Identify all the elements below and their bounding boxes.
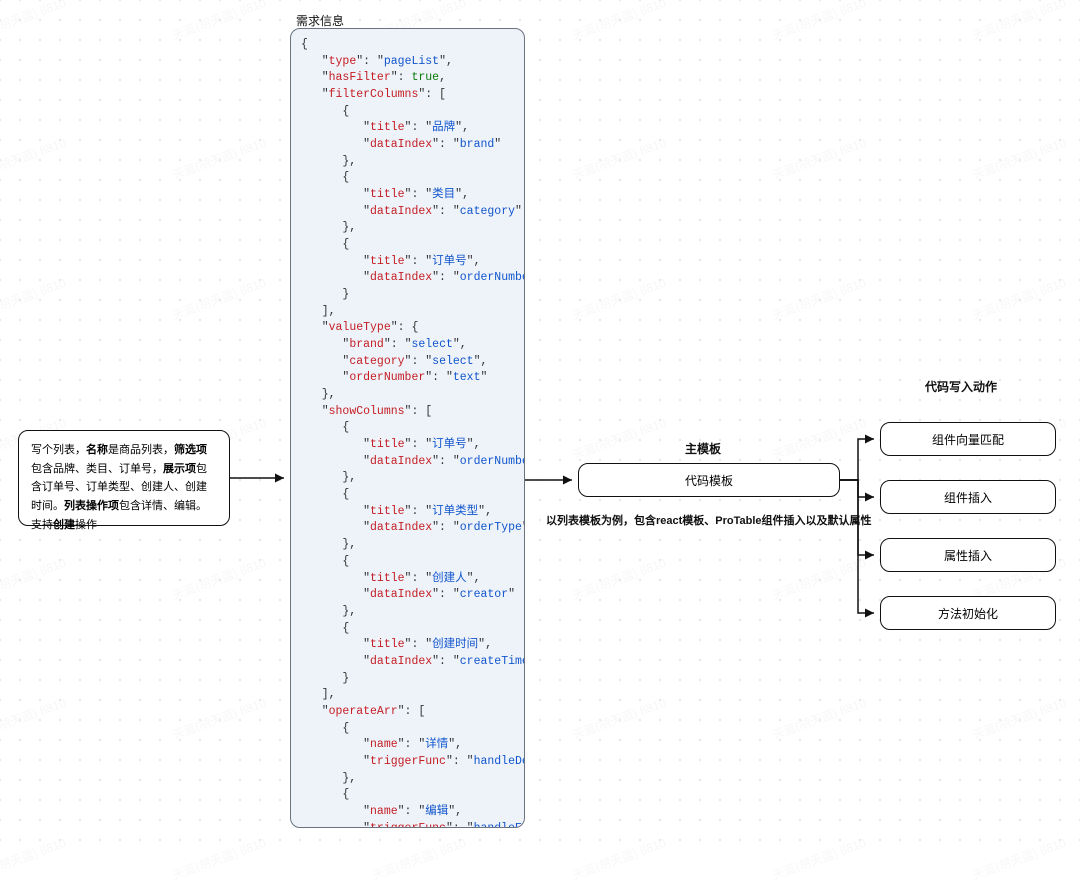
actions-title-label: 代码写入动作 xyxy=(925,378,997,395)
action-node: 属性插入 xyxy=(880,538,1056,572)
json-title-label: 需求信息 xyxy=(296,12,344,29)
template-caption: 以列表模板为例，包含react模板、ProTable组件插入以及默认属性 xyxy=(546,512,872,528)
code-template-label: 代码模板 xyxy=(685,472,733,489)
requirements-description-node: 写个列表，名称是商品列表，筛选项包含品牌、类目、订单号，展示项包含订单号、订单类… xyxy=(18,430,230,526)
action-node: 组件向量匹配 xyxy=(880,422,1056,456)
main-template-label: 主模板 xyxy=(685,440,721,457)
action-node: 组件插入 xyxy=(880,480,1056,514)
flow-connectors xyxy=(0,0,1080,841)
code-template-node: 代码模板 xyxy=(578,463,840,497)
schema-json-node: { "type": "pageList", "hasFilter": true,… xyxy=(290,28,525,828)
action-node: 方法初始化 xyxy=(880,596,1056,630)
